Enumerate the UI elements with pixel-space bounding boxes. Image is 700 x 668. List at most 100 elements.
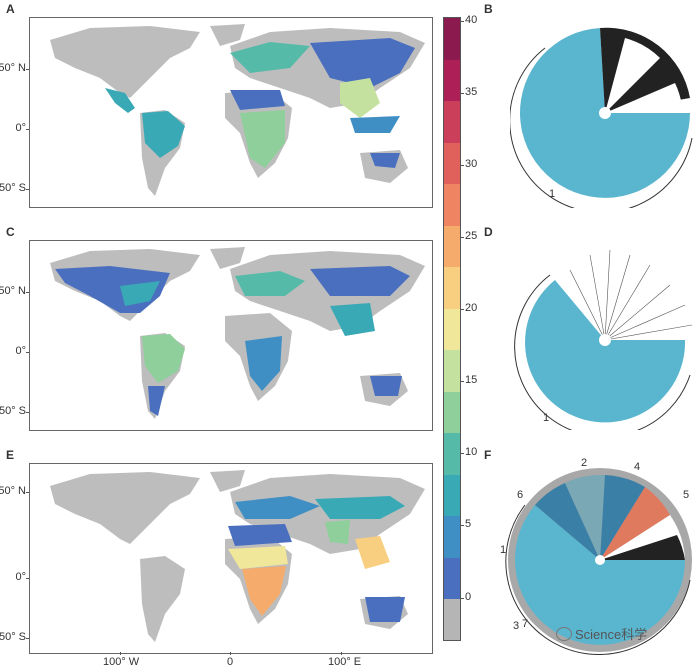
lat-tick [26,492,29,493]
greenland-land [210,24,245,46]
colorbar-segment [444,515,460,558]
lon-label-100e: 100° E [328,656,362,668]
colorbar-segment [444,100,460,143]
se-asia-richness [340,78,380,118]
panel-label-d: D [484,225,493,239]
map-c [29,240,433,431]
tree-f [505,468,692,655]
lat-tick [26,189,29,190]
south-america-land [140,556,185,642]
north-america-land [50,26,200,98]
colorbar-segment [444,557,460,600]
colorbar-segment [444,391,460,434]
colorbar-tick [461,165,464,167]
tree-b-root [599,107,611,119]
colorbar-tick-label: 30 [465,158,478,171]
colorbar-tick [461,597,464,599]
asia-richness [315,496,405,519]
lat-tick [26,129,29,130]
lon-tick [120,652,121,655]
sahara-richness [228,524,292,546]
indonesia-richness [350,116,400,133]
lat-label-e-50s: 50° S [0,631,26,643]
colorbar-tick [461,237,464,239]
tree-f-clade-5 [600,487,670,560]
tree-f-clade-1 [515,505,685,645]
colorbar-tick [461,309,464,311]
tree-f-clade-4 [600,475,645,560]
tree-f-root [595,555,605,565]
lat-label-c-0: 0° [15,345,26,357]
watermark: Science科学 [556,624,647,643]
lat-label-a-0: 0° [15,122,26,134]
colorbar-segment [444,142,460,185]
tree-f-clade-label-7: 7 [522,618,529,630]
lon-label-100w: 100° W [103,656,140,668]
map-e-svg [50,470,425,642]
tree-f-clade-label-4: 4 [634,461,641,473]
colorbar-tick-label: 10 [465,446,478,459]
north-america-land [50,472,200,544]
australia-richness [365,597,405,622]
amazon-richness [142,334,185,383]
lat-label-e-0: 0° [15,571,26,583]
tree-f-outer-arc [505,504,691,655]
lat-label-a-50n: 50° N [0,62,26,74]
tree-b-white-gap-2 [605,83,682,113]
panel-label-c: C [6,225,15,239]
se-asia-richness [330,303,375,336]
lon-tick [230,652,231,655]
lon-tick [341,652,342,655]
lat-label-a-50s: 50° S [0,182,26,194]
map-a-svg [50,24,425,196]
tree-f-clade-label-6: 6 [517,489,524,501]
colorbar-tick-label: 0 [465,590,472,603]
colorbar-segment [444,432,460,475]
map-c-richness [55,266,410,416]
europe-richness [235,271,305,296]
colorbar-segment [444,266,460,309]
europe-richness [235,496,320,519]
colorbar-segment [444,474,460,517]
tree-d-white-branches [569,249,693,341]
lat-tick [26,638,29,639]
map-a-richness [105,38,415,168]
colorbar-tick-label: 15 [465,374,478,387]
se-asia-richness [355,536,390,569]
map-a [29,17,433,208]
lat-label-c-50s: 50° S [0,405,26,417]
panel-label-e: E [6,448,15,462]
watermark-text: Science科学 [575,627,648,642]
central-africa-richness [242,566,286,616]
colorbar-segment [444,183,460,226]
amazon-richness [142,111,185,158]
australia-richness [370,376,402,396]
tree-f-clade-6 [535,483,600,560]
wechat-icon [556,627,572,641]
colorbar-segment [444,225,460,268]
colorbar-tick [461,453,464,455]
panel-label-f: F [484,448,492,462]
patagonia-richness [148,386,165,416]
lat-tick [26,412,29,413]
us-east-richness [120,281,160,306]
tree-f-clade-label-3: 3 [513,620,520,632]
lat-tick [26,292,29,293]
africa-richness [245,336,282,391]
tree-b-clade-1 [520,28,690,198]
colorbar-tick [461,93,464,95]
lat-tick [26,69,29,70]
tree-b [510,27,693,208]
tree-f-clade-label-5: 5 [683,489,690,501]
west-africa-richness [228,546,288,569]
tree-b-white-gap [605,38,660,113]
tree-d-clade-1 [525,280,686,423]
colorbar-tick-label: 5 [465,518,472,531]
tree-b-outer-arc [510,47,693,208]
colorbar-segment [444,18,460,60]
lat-label-c-50n: 50° N [0,285,26,297]
central-america-richness [105,88,135,113]
australia-richness [370,153,400,168]
panel-label-b: B [484,2,493,16]
greenland-land [210,247,245,269]
